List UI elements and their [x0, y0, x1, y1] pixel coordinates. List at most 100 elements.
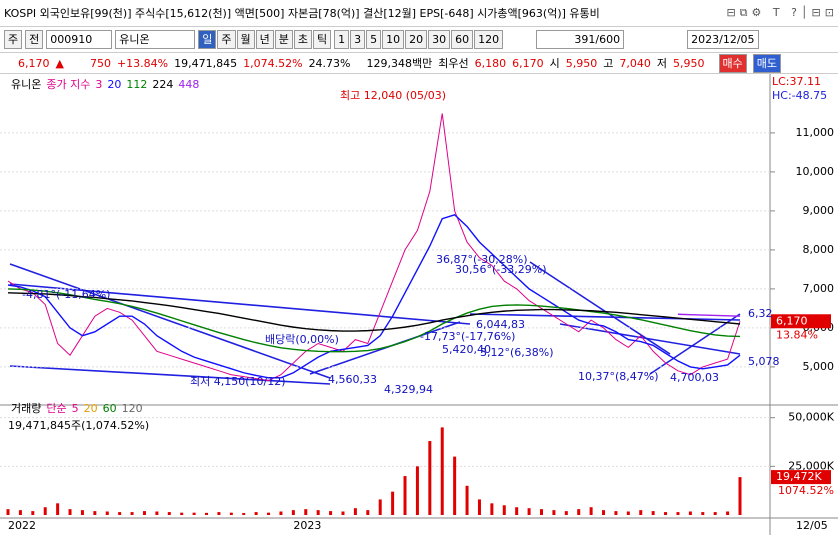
legend-entry: 20	[84, 402, 98, 415]
volume-bar	[490, 503, 494, 515]
stock-summary: KOSPI 외국인보유[99(천)] 주식수[15,612(천)] 액면[500…	[4, 7, 600, 20]
volume-bar	[18, 510, 22, 515]
y-tick-label: 50,000K	[788, 411, 834, 424]
buy-button[interactable]: 매수	[718, 53, 747, 73]
hc-label: HC:-48.75	[772, 89, 827, 102]
arrow: ▲	[55, 56, 64, 70]
current-pct: 13.84%	[776, 328, 818, 341]
period-button[interactable]: 분	[274, 30, 293, 49]
volume-bar	[6, 509, 10, 515]
legend-prefix: 종가 지수	[46, 78, 90, 91]
interval-button[interactable]: 20	[405, 30, 428, 49]
volume-bar	[304, 509, 308, 515]
low: 5,950	[673, 56, 705, 70]
volume-bar	[254, 512, 258, 515]
volume-bar	[502, 505, 506, 515]
annotation: 배당락(0,00%)	[265, 333, 339, 346]
annotation: 최저 4,150(10/12)	[190, 375, 286, 388]
interval-button[interactable]: 3	[350, 30, 366, 49]
window-icons[interactable]: ⊟⧉⚙ T ?│⊟⊡	[726, 6, 838, 19]
interval-button[interactable]: 30	[428, 30, 451, 49]
legend-entry: 3	[95, 78, 102, 91]
trendline	[559, 323, 741, 355]
price-line	[7, 288, 741, 353]
interval-button[interactable]: 5	[366, 30, 382, 49]
count-input[interactable]: 391/600	[536, 30, 625, 49]
kind-button[interactable]: 주	[4, 30, 23, 49]
interval-button[interactable]: 120	[474, 30, 504, 49]
interval-buttons: 1 3 5 10 20 30 60 120	[334, 30, 504, 49]
annotation: 30,56°(-33,29%)	[455, 263, 547, 276]
annotation: -4,81°(-11,64%)	[22, 288, 110, 301]
turnover: 24.73%	[308, 56, 351, 70]
interval-button[interactable]: 10	[382, 30, 405, 49]
volume-bar	[415, 466, 419, 515]
volume-bar	[577, 509, 581, 515]
volume-bar	[68, 509, 72, 515]
legend-entry: 120	[122, 402, 143, 415]
volume-bar	[552, 510, 556, 515]
volume: 19,471,845	[174, 56, 238, 70]
x-tick-label: 2023	[293, 519, 321, 532]
high: 7,040	[619, 56, 651, 70]
period-button[interactable]: 주	[217, 30, 236, 49]
legend: 유니온 종가 지수 3 20 112 224 448	[11, 78, 199, 91]
prev-button[interactable]: 전	[25, 30, 44, 49]
interval-button[interactable]: 1	[334, 30, 350, 49]
volume-bar	[80, 510, 84, 515]
chart: 5,0006,0007,0008,0009,00010,00011,000유니온…	[0, 74, 838, 535]
trendline	[469, 313, 741, 321]
volume-pct: 1,074.52%	[243, 56, 303, 70]
code-input[interactable]: 000910	[46, 30, 113, 49]
volume-bar	[602, 510, 606, 515]
volume-bar	[465, 485, 469, 515]
lc-label: LC:37.11	[772, 75, 821, 88]
volume-bar	[267, 512, 271, 515]
period-button[interactable]: 년	[255, 30, 274, 49]
price-line	[7, 292, 741, 332]
current-price: 6,170	[776, 314, 808, 327]
legend: 거래량 단순 5 20 60 120	[11, 402, 143, 415]
y-tick-label: 10,000	[796, 165, 835, 178]
volume-bar	[155, 511, 159, 515]
period-button[interactable]: 월	[236, 30, 255, 49]
legend-entry: 224	[152, 78, 173, 91]
volume-bar	[31, 511, 35, 515]
panel-title: 유니온	[11, 78, 41, 91]
volume-bar	[130, 512, 134, 515]
volume-bar	[353, 508, 357, 515]
x-tick-label: 2022	[8, 519, 36, 532]
volume-bar	[664, 512, 668, 515]
sell-button[interactable]: 매도	[752, 53, 781, 73]
volume-bar	[391, 491, 395, 515]
ask: 6,180	[474, 56, 507, 70]
low-label: 저	[656, 57, 667, 70]
annotation: 36,87°(-30,28%)	[436, 253, 528, 266]
volume-bar	[639, 510, 643, 515]
price-line	[677, 313, 741, 317]
interval-button[interactable]: 60	[451, 30, 474, 49]
volume-bar	[341, 511, 345, 515]
annotation: 4,700,03	[670, 371, 719, 384]
annotation: 3,12°(6,38%)	[480, 346, 554, 359]
volume-bar	[291, 510, 295, 515]
name-input[interactable]: 유니온	[115, 30, 196, 49]
volume-subtitle: 19,471,845주(1,074.52%)	[8, 419, 149, 432]
header: KOSPI 외국인보유[99(천)] 주식수[15,612(천)] 액면[500…	[0, 0, 838, 27]
annotation: -17,73°(-17,76%)	[420, 330, 515, 343]
quote-row: 6,170 ▲ 750 +13.84% 19,471,845 1,074.52%…	[0, 52, 838, 74]
y-tick-label: 5,000	[803, 360, 835, 373]
period-button[interactable]: 틱	[313, 30, 332, 49]
date-input[interactable]: 2023/12/05	[687, 30, 759, 49]
volume-bar	[651, 511, 655, 515]
current-volume: 19,472K	[776, 470, 822, 483]
volume-bar	[453, 456, 457, 515]
volume-bar	[180, 512, 184, 515]
volume-bar	[329, 511, 333, 515]
volume-bar	[316, 510, 320, 515]
y-tick-label: 7,000	[803, 282, 835, 295]
annotation: 4,560,33	[328, 373, 377, 386]
period-button[interactable]: 초	[293, 30, 312, 49]
period-button[interactable]: 일	[198, 30, 217, 49]
